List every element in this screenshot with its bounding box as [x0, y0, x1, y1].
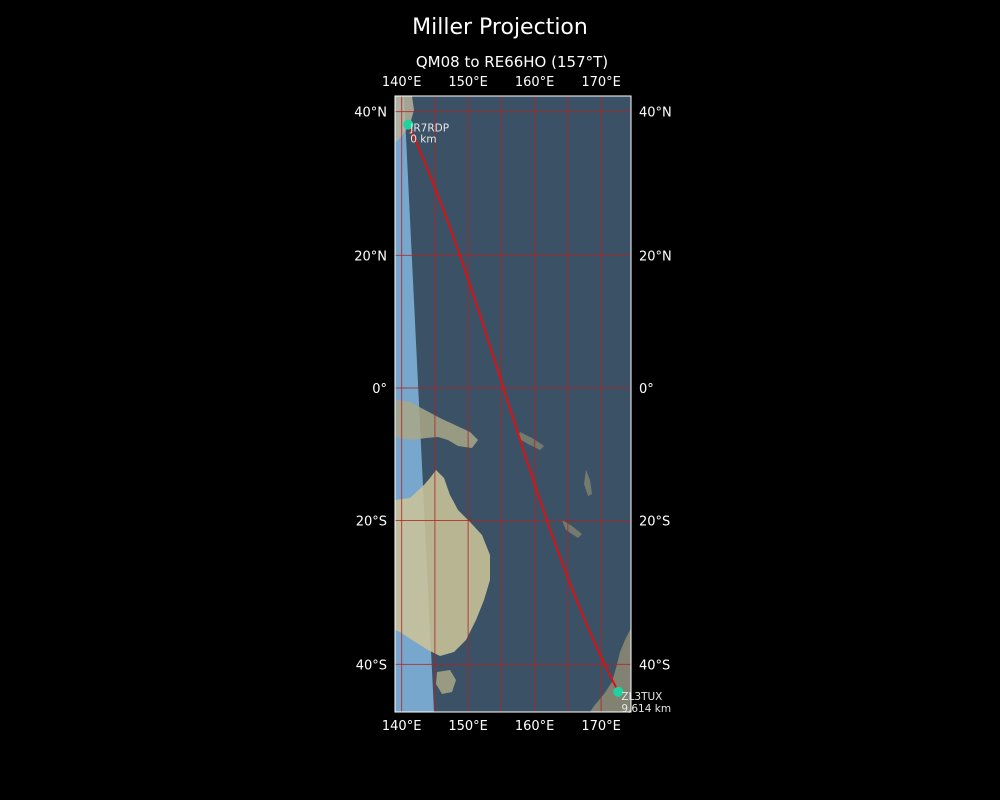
landmass-japan [395, 96, 414, 142]
start-station-distance: 0 km [410, 134, 436, 146]
lat-tick-label-left: 40°S [356, 658, 387, 673]
lon-tick-label-bottom: 140°E [382, 719, 422, 734]
map-frame [394, 95, 632, 713]
lat-tick-label-left: 0° [372, 382, 387, 397]
lat-tick-label-right: 20°N [639, 249, 672, 264]
start-station-marker [403, 119, 414, 130]
lat-tick-label-right: 40°N [639, 106, 672, 121]
lon-tick-label-bottom: 150°E [448, 719, 488, 734]
start-station-callsign: JR7RDP [409, 123, 449, 135]
lat-tick-label-right: 0° [639, 382, 654, 397]
lat-tick-label-left: 20°N [354, 249, 387, 264]
great-circle-path [407, 124, 620, 693]
lon-tick-label-bottom: 160°E [515, 719, 555, 734]
end-station-marker [613, 686, 624, 697]
axis-ticks: 140°E 140°E 150°E 150°E 160°E 160°E 170°E 170°E… [354, 75, 672, 734]
lon-tick-label-top: 170°E [581, 75, 621, 90]
lon-tick-label-top: 150°E [448, 75, 488, 90]
landmass-australia [395, 470, 490, 656]
lat-tick-label-left: 20°S [356, 515, 387, 530]
end-station-callsign: ZL3TUX [621, 691, 662, 703]
map-area [395, 96, 631, 712]
islands-new-caledonia [562, 520, 582, 538]
lon-tick-label-bottom: 170°E [581, 719, 621, 734]
map-subtitle: QM08 to RE66HO (157°T) [416, 53, 608, 71]
graticule [395, 96, 631, 712]
lat-tick-label-left: 40°N [354, 106, 387, 121]
end-station-distance: 9,614 km [621, 703, 671, 715]
islands-vanuatu [584, 470, 592, 496]
map-title: Miller Projection [412, 15, 588, 40]
landmass-tasmania [436, 670, 456, 694]
lon-tick-label-top: 140°E [382, 75, 422, 90]
lat-tick-label-right: 40°S [639, 658, 670, 673]
lon-tick-label-top: 160°E [515, 75, 555, 90]
landmass-new-guinea [395, 400, 478, 448]
islands-solomon [518, 432, 544, 450]
lat-tick-label-right: 20°S [639, 515, 670, 530]
